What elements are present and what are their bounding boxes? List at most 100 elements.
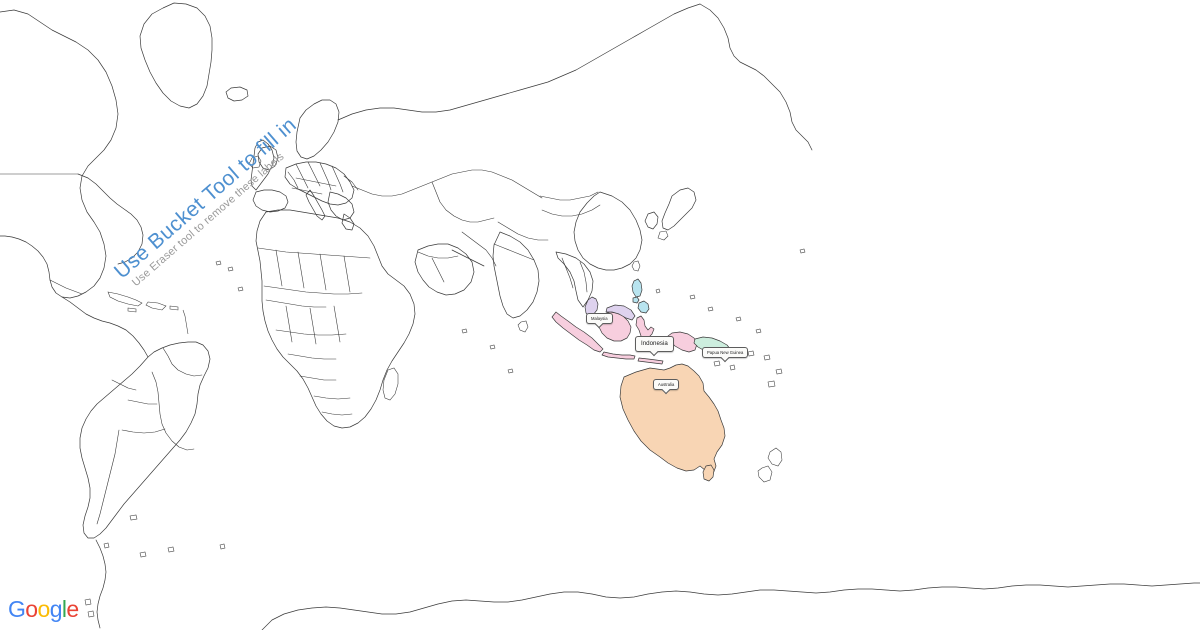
landmass-lesser-antilles: [182, 309, 189, 335]
border-europe-1: [287, 171, 299, 189]
landmass-antarctica: [261, 582, 1200, 630]
island-small-10: [713, 360, 721, 367]
country-indonesia-sumatra[interactable]: [551, 311, 604, 353]
country-indonesia-lesser-sunda[interactable]: [637, 357, 664, 365]
island-small-4: [763, 354, 771, 361]
border-africa-9: [333, 305, 341, 343]
logo-letter-e: e: [66, 596, 79, 622]
border-africa-11: [287, 353, 337, 360]
landmass-korea: [644, 211, 659, 230]
landmass-north-america: [0, 9, 119, 299]
border-china-india: [497, 221, 549, 241]
island-small-2: [755, 328, 762, 334]
border-europe-6: [295, 177, 337, 187]
landmass-ireland: [248, 155, 262, 169]
island-south-2: [219, 543, 226, 550]
border-africa-12: [299, 375, 337, 381]
border-africa-10: [275, 329, 347, 336]
border-mongolia-south: [541, 204, 601, 217]
border-europe-2: [295, 163, 309, 189]
landmass-russia-north: [337, 3, 701, 121]
map-label-malaysia[interactable]: Malaysia: [586, 313, 613, 325]
border-africa-14: [321, 411, 353, 416]
landmass-jamaica: [127, 307, 137, 313]
border-africa-6: [265, 299, 327, 308]
landmass-madagascar: [382, 367, 399, 401]
landmass-europe-central: [284, 161, 355, 206]
border-africa-2: [297, 251, 305, 289]
border-bolivia: [127, 399, 158, 405]
landmass-british-isles: [257, 145, 279, 171]
landmass-japan: [661, 187, 697, 231]
island-antarctic-3: [87, 610, 95, 618]
island-hawaii: [799, 248, 806, 254]
landmass-europe-west: [250, 139, 275, 191]
border-argentina-chile: [96, 429, 120, 525]
country-philippines-mindanao[interactable]: [637, 300, 650, 314]
logo-letter-o1: o: [25, 596, 38, 622]
island-small-1: [735, 316, 742, 322]
landmass-japan-kyushu: [657, 230, 669, 241]
island-antarctic-1: [103, 542, 110, 549]
map-label-papua-new-guinea[interactable]: Papua New Guinea: [702, 347, 749, 359]
landmass-africa: [255, 209, 416, 429]
filled-countries-layer: [551, 278, 732, 482]
border-europe-7: [291, 187, 323, 195]
coastline-siberia-east: [699, 3, 813, 151]
landmass-scandinavia: [295, 99, 340, 160]
border-europe-3: [307, 161, 321, 187]
country-indonesia-sulawesi[interactable]: [635, 315, 655, 341]
landmass-puerto-rico: [169, 305, 179, 311]
border-usa-mexico: [49, 279, 83, 295]
border-africa-5: [263, 285, 363, 295]
island-antarctic-2: [84, 598, 92, 606]
border-thailand-myanmar: [561, 257, 574, 289]
landmass-arabia: [414, 243, 475, 296]
region-tasmania[interactable]: [702, 464, 715, 482]
country-indonesia-java[interactable]: [601, 351, 636, 360]
island-indian-2: [489, 344, 496, 350]
border-middle-east-1: [417, 251, 459, 259]
landmass-cuba: [107, 291, 143, 307]
border-africa-4: [343, 255, 351, 293]
country-malaysia-borneo[interactable]: [605, 304, 636, 321]
border-india-north: [493, 243, 535, 261]
island-cape-verde: [237, 286, 244, 292]
border-kazakhstan: [431, 181, 495, 223]
border-mongolia: [539, 191, 599, 201]
country-philippines-luzon[interactable]: [631, 278, 643, 298]
logo-letter-g1: G: [8, 596, 26, 622]
island-small-7: [689, 294, 696, 300]
landmass-india: [492, 231, 540, 319]
map-label-indonesia[interactable]: Indonesia: [635, 336, 674, 352]
border-africa-8: [309, 307, 317, 345]
border-russia-south: [351, 169, 543, 199]
landmass-iceland: [225, 86, 249, 102]
landmass-italy: [305, 189, 326, 221]
border-africa-7: [285, 305, 293, 343]
border-middle-east-2: [431, 257, 445, 283]
country-philippines-visayas[interactable]: [632, 296, 640, 304]
border-africa-1: [275, 249, 283, 287]
landmass-central-america: [61, 296, 149, 358]
country-australia[interactable]: [619, 363, 726, 479]
island-nz-north: [767, 447, 783, 467]
island-small-5: [775, 368, 783, 375]
landmass-south-america: [79, 341, 211, 539]
island-nz-south: [757, 465, 773, 483]
google-logo[interactable]: Google: [8, 598, 79, 621]
map-label-australia[interactable]: Australia: [653, 379, 680, 391]
landmass-east-asia: [573, 191, 643, 271]
island-atlantic-1: [215, 260, 222, 266]
landmass-iberia: [252, 189, 289, 213]
landmass-sri-lanka: [517, 320, 529, 333]
border-brazil-west: [151, 371, 195, 451]
landmass-indochina: [555, 251, 594, 308]
border-vietnam: [579, 261, 588, 293]
border-south-america-north: [162, 347, 203, 377]
border-europe-8: [343, 175, 359, 191]
landmass-taiwan: [631, 260, 641, 272]
island-small-6: [767, 380, 776, 388]
